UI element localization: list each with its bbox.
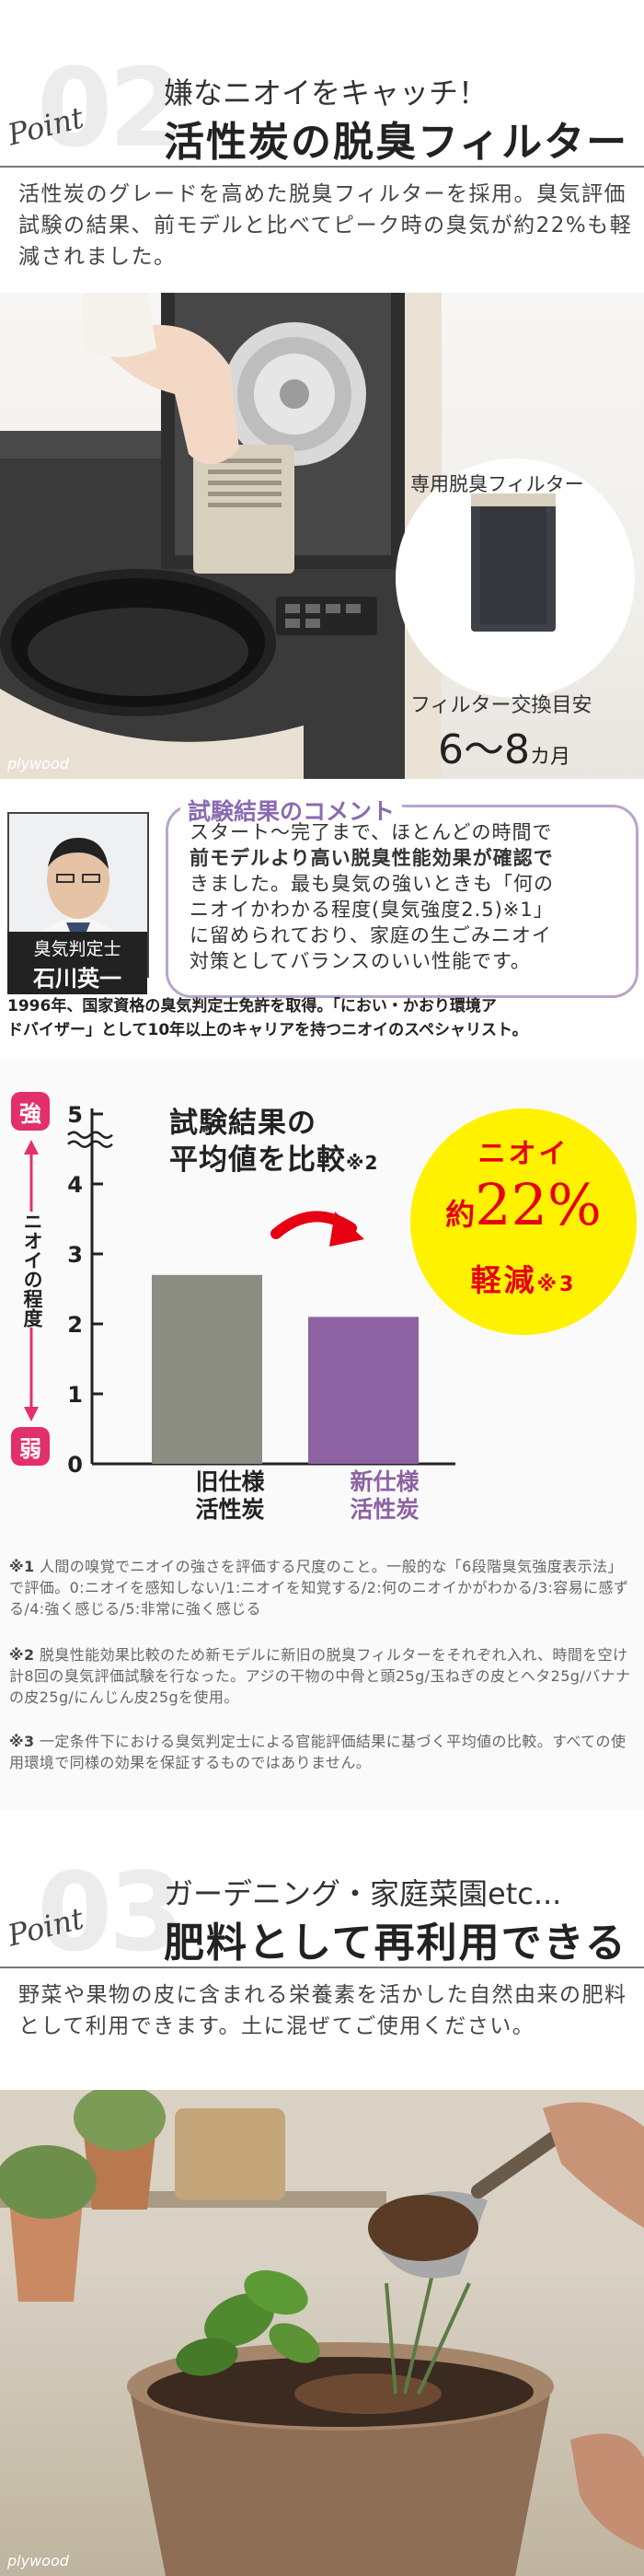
replace-unit: カ月 xyxy=(530,746,571,769)
expert-name-tag: 臭気判定士 石川英一 xyxy=(7,932,147,994)
result-value: 22% xyxy=(475,1171,602,1238)
bio-line: 1996年、国家資格の臭気判定士免許を取得。「におい・かおり環境ア xyxy=(7,997,497,1015)
axis-break xyxy=(67,1131,113,1140)
y-tick-label: 5 xyxy=(67,1102,83,1128)
y-tick-label: 4 xyxy=(67,1172,83,1198)
replace-period: 6〜8カ月 xyxy=(438,716,570,775)
note-text: 脱臭性能効果比較のため新モデルに新旧の脱臭フィルターをそれぞれ入れ、時間を空け計… xyxy=(9,1646,631,1706)
section-title: 肥料として再利用できる xyxy=(164,1920,627,1967)
note-mark: ※3 xyxy=(9,1733,35,1750)
category-new-line2: 活性炭 xyxy=(350,1496,420,1523)
point-number: 02 xyxy=(37,44,184,171)
comparison-title-line1: 試験結果の xyxy=(169,1107,316,1140)
comment-text: スタート〜完了まで、ほとんどの時間で 前モデルより高い脱臭性能効果が確認で きま… xyxy=(190,819,631,974)
section-02: 02 Point 嫌なニオイをキャッチ！ 活性炭の脱臭フィルター 活性炭のグレー… xyxy=(0,0,644,293)
product-photo: 専用脱臭フィルター フィルター交換目安 6〜8カ月 plywood xyxy=(0,293,644,779)
notes-area xyxy=(0,1528,644,1809)
comment-line: に留められており、家庭の生ごみニオイ xyxy=(190,924,552,946)
bar-1 xyxy=(308,1317,419,1464)
expert-role: 臭気判定士 xyxy=(33,939,121,959)
brand-watermark: plywood xyxy=(7,755,69,772)
y-tick-label: 0 xyxy=(67,1452,83,1478)
note-mark: ※2 xyxy=(9,1646,35,1664)
comment-title-wrap: 試験結果のコメント xyxy=(180,794,403,827)
chart-ticks: 0 1 2 3 4 5 xyxy=(67,1102,103,1478)
section-title: 活性炭の脱臭フィルター xyxy=(164,119,629,166)
divider xyxy=(0,166,644,168)
expert-name: 石川英一 xyxy=(33,966,121,992)
result-prefix: 約 xyxy=(445,1197,476,1232)
chart-bars xyxy=(152,1274,419,1464)
section-03: 03 Point ガーデニング・家庭菜園etc... 肥料として再利用できる 野… xyxy=(0,1832,644,2090)
note-text: 一定条件下における臭気判定士による官能評価結果に基づく平均値の比較。すべての使用… xyxy=(9,1733,627,1771)
note-1: ※1 人間の嗅覚でニオイの強さを評価する尺度のこと。一般的な「6段階臭気強度表示… xyxy=(9,1556,635,1619)
axis-break xyxy=(67,1140,113,1149)
note-text: 人間の嗅覚でニオイの強さを評価する尺度のこと。一般的な「6段階臭気強度表示法」で… xyxy=(9,1558,629,1618)
comparison-title: 試験結果の 平均値を比較※2 xyxy=(169,1105,378,1181)
result-note: ※3 xyxy=(536,1273,577,1296)
comment-line: きました。最も臭気の強いときも「何の xyxy=(190,873,554,895)
comment-line: 前モデルより高い脱臭性能効果が確認で xyxy=(190,847,554,869)
brand-watermark: plywood xyxy=(7,2552,69,2570)
result-text: ニオイ 約22% 軽減※3 xyxy=(410,1131,637,1300)
y-badge-weak: 弱 xyxy=(11,1427,50,1466)
category-old-line1: 旧仕様 xyxy=(195,1468,265,1495)
result-badge xyxy=(410,1108,637,1335)
y-badge-strong: 強 xyxy=(11,1092,50,1131)
note-mark: ※1 xyxy=(9,1558,35,1575)
comment-line: スタート〜完了まで、ほとんどの時間で xyxy=(190,821,553,843)
product-illustration xyxy=(0,293,635,779)
comment-bubble xyxy=(166,805,638,998)
decrease-arrow xyxy=(270,1211,364,1247)
bar-0 xyxy=(152,1274,262,1464)
note-2: ※2 脱臭性能効果比較のため新モデルに新旧の脱臭フィルターをそれぞれ入れ、時間を… xyxy=(9,1644,635,1708)
result-line3: 軽減 xyxy=(470,1262,537,1298)
bio-line: ドバイザー」として10年以上のキャリアを持つニオイのスペシャリスト。 xyxy=(7,1021,528,1039)
divider xyxy=(0,1967,644,1968)
section-subtitle: ガーデニング・家庭菜園etc... xyxy=(164,1876,562,1911)
bar-chart: 0 1 2 3 4 5 xyxy=(67,1102,455,1478)
section-description: 野菜や果物の皮に含まれる栄養素を活かした自然由来の肥料として利用できます。土に混… xyxy=(18,1983,627,2038)
category-old-line2: 活性炭 xyxy=(195,1496,265,1523)
comparison-title-line2: 平均値を比較 xyxy=(169,1143,346,1177)
filter-label: 専用脱臭フィルター xyxy=(410,473,584,495)
result-line1: ニオイ xyxy=(477,1138,569,1170)
garden-photo: plywood xyxy=(0,2090,644,2576)
section-description: 活性炭のグレードを高めた脱臭フィルターを採用。臭気評価試験の結果、前モデルと比べ… xyxy=(18,182,633,269)
comment-title: 試験結果のコメント xyxy=(188,798,396,825)
y-axis-label: ニオイの程度 xyxy=(20,1212,44,1328)
point-number: 03 xyxy=(37,1849,184,1976)
y-tick-label: 3 xyxy=(67,1242,83,1268)
y-tick-label: 2 xyxy=(67,1312,83,1338)
replace-value: 6〜8 xyxy=(438,726,530,773)
replace-label: フィルター交換目安 xyxy=(410,694,592,717)
comparison-title-note: ※2 xyxy=(346,1152,379,1174)
note-3: ※3 一定条件下における臭気判定士による官能評価結果に基づく平均値の比較。すべて… xyxy=(9,1731,635,1773)
garden-illustration xyxy=(0,2090,644,2576)
section-subtitle: 嫌なニオイをキャッチ！ xyxy=(164,75,489,110)
comment-line: 対策としてバランスのいい性能です。 xyxy=(190,950,531,972)
category-new: 新仕様 活性炭 xyxy=(320,1468,449,1524)
category-new-line1: 新仕様 xyxy=(350,1468,420,1495)
y-tick-label: 1 xyxy=(67,1382,83,1408)
category-old: 旧仕様 活性炭 xyxy=(166,1468,294,1524)
expert-bio: 1996年、国家資格の臭気判定士免許を取得。「におい・かおり環境ア ドバイザー」… xyxy=(7,994,642,1042)
comment-line: ニオイかわかる程度(臭気強度2.5)※1」 xyxy=(190,899,554,921)
